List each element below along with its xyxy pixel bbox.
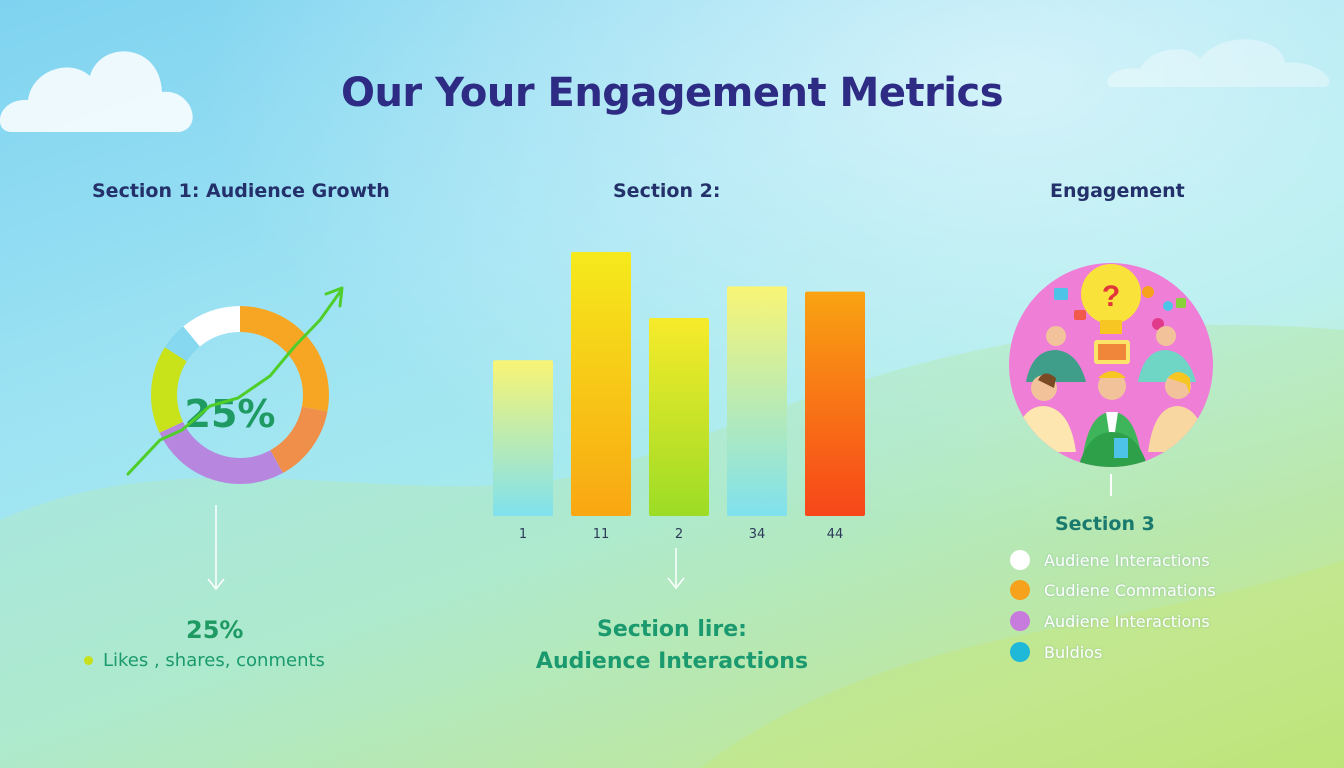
legend-label: Audiene Interactions [1044,611,1210,631]
bar-tick-label: 34 [749,527,766,542]
legend-swatch [1010,580,1030,600]
bar-tick-label: 2 [675,527,683,542]
bar-tick-label: 11 [593,527,610,542]
legend-swatch [1010,550,1030,570]
section2-heading: Section 2: [613,180,721,202]
cloud-icon [0,51,193,132]
legend-label: Cudiene Commations [1044,580,1216,600]
community-illustration-icon: ? [1009,263,1213,467]
bar [805,291,865,516]
bar-chart: 1 11 2 34 44 [493,252,865,542]
donut-segment [159,421,283,484]
section3-connector [1110,474,1112,496]
donut-segment [183,306,241,347]
section2-caption-line1: Section lire: [597,617,747,642]
donut-segment [151,347,188,433]
bar-tick-label: 1 [519,527,527,542]
legend-swatch [1010,642,1030,662]
bar [649,318,709,516]
bullet-dot-icon [84,656,93,665]
bar-tick-label: 44 [827,527,844,542]
bar [493,360,553,516]
bar [727,286,787,516]
section1-bullet: Likes , shares, conments [84,650,325,671]
legend-item: Buldios [1010,642,1102,662]
section3-subheading: Section 3 [1055,513,1155,535]
section1-bullet-text: Likes , shares, conments [103,650,325,671]
arrow-down-icon [667,548,685,590]
legend-label: Audiene Interactions [1044,550,1210,570]
page-title: Our Your Engagement Metrics [340,70,1004,116]
donut-segment [239,306,329,412]
cloud-icon [1107,39,1330,87]
svg-text:?: ? [1102,280,1120,313]
bar [571,252,631,516]
section1-stat: 25% [186,616,244,644]
donut-segment [164,326,201,362]
section3-heading: Engagement [1050,180,1185,202]
legend-item: Audiene Interactions [1010,550,1210,570]
donut-segment [269,406,328,473]
section2-caption-line2: Audience Interactions [535,649,809,674]
arrow-down-icon [207,505,225,591]
section1-heading: Section 1: Audience Growth [92,180,390,202]
legend-label: Buldios [1044,642,1103,662]
legend-item: Audiene Interactions [1010,611,1210,631]
legend-swatch [1010,611,1030,631]
legend-item: Cudiene Commations [1010,580,1216,600]
trend-arrow-icon [126,286,344,476]
donut-chart [151,306,329,484]
